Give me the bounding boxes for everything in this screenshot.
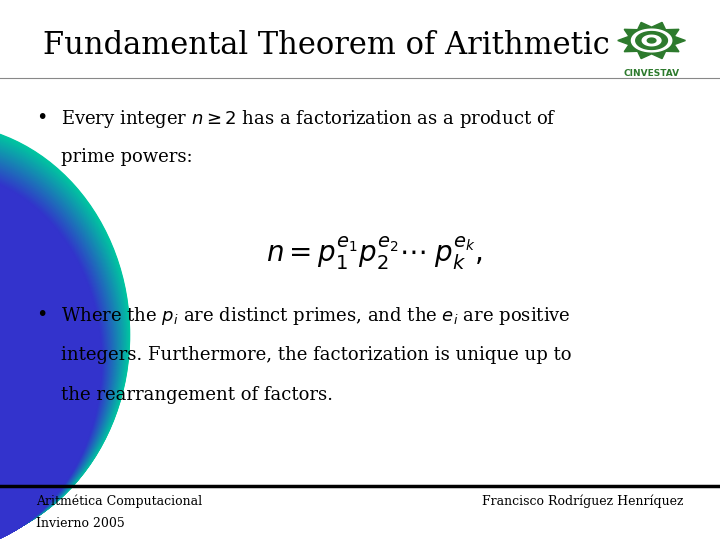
Ellipse shape — [0, 131, 126, 540]
Ellipse shape — [0, 143, 118, 540]
Ellipse shape — [0, 144, 118, 540]
Ellipse shape — [0, 135, 123, 540]
Text: Francisco Rodríguez Henríquez: Francisco Rodríguez Henríquez — [482, 494, 684, 508]
Ellipse shape — [0, 152, 113, 540]
Polygon shape — [631, 29, 672, 52]
Text: Where the $p_i$ are distinct primes, and the $e_i$ are positive: Where the $p_i$ are distinct primes, and… — [61, 305, 571, 327]
Ellipse shape — [0, 157, 110, 540]
Ellipse shape — [0, 168, 104, 540]
Ellipse shape — [0, 139, 121, 540]
Ellipse shape — [0, 147, 116, 540]
Ellipse shape — [0, 153, 113, 540]
Ellipse shape — [0, 148, 115, 540]
Ellipse shape — [0, 127, 128, 540]
Ellipse shape — [0, 133, 125, 540]
Ellipse shape — [0, 146, 117, 540]
Ellipse shape — [0, 172, 101, 540]
Ellipse shape — [0, 146, 117, 540]
Ellipse shape — [0, 151, 114, 540]
Ellipse shape — [0, 126, 129, 540]
Ellipse shape — [0, 138, 122, 540]
Ellipse shape — [0, 137, 122, 540]
Ellipse shape — [0, 136, 123, 540]
Ellipse shape — [0, 167, 104, 540]
Ellipse shape — [0, 165, 106, 540]
Ellipse shape — [0, 155, 112, 540]
Ellipse shape — [0, 165, 106, 540]
Ellipse shape — [0, 125, 129, 540]
Ellipse shape — [0, 162, 107, 540]
Ellipse shape — [0, 158, 110, 540]
Ellipse shape — [0, 141, 120, 540]
Ellipse shape — [0, 132, 125, 540]
Ellipse shape — [0, 142, 120, 540]
Text: Fundamental Theorem of Arithmetic: Fundamental Theorem of Arithmetic — [43, 30, 610, 60]
Ellipse shape — [0, 160, 109, 540]
Ellipse shape — [0, 141, 120, 540]
Ellipse shape — [0, 156, 112, 540]
Ellipse shape — [0, 164, 107, 540]
Ellipse shape — [0, 164, 107, 540]
Text: Every integer $n \geq 2$ has a factorization as a product of: Every integer $n \geq 2$ has a factoriza… — [61, 108, 557, 130]
Ellipse shape — [0, 152, 114, 540]
Ellipse shape — [0, 147, 117, 540]
Ellipse shape — [0, 157, 111, 540]
Ellipse shape — [0, 125, 130, 540]
Ellipse shape — [0, 134, 124, 540]
Ellipse shape — [0, 129, 127, 540]
Text: •: • — [36, 108, 48, 127]
Ellipse shape — [0, 161, 108, 540]
Ellipse shape — [0, 130, 126, 540]
Ellipse shape — [0, 128, 127, 540]
Ellipse shape — [0, 156, 111, 540]
Ellipse shape — [0, 171, 102, 540]
Ellipse shape — [0, 166, 105, 540]
Polygon shape — [642, 35, 661, 46]
Text: prime powers:: prime powers: — [61, 148, 193, 166]
Ellipse shape — [0, 170, 102, 540]
Ellipse shape — [0, 140, 120, 540]
Polygon shape — [647, 38, 656, 43]
Text: the rearrangement of factors.: the rearrangement of factors. — [61, 386, 333, 404]
Ellipse shape — [0, 167, 104, 540]
Ellipse shape — [0, 145, 117, 540]
Ellipse shape — [0, 144, 118, 540]
Text: Invierno 2005: Invierno 2005 — [36, 517, 125, 530]
Ellipse shape — [0, 124, 130, 540]
Ellipse shape — [0, 154, 112, 540]
Ellipse shape — [0, 153, 112, 540]
Text: integers. Furthermore, the factorization is unique up to: integers. Furthermore, the factorization… — [61, 346, 572, 363]
Ellipse shape — [0, 133, 125, 540]
Text: •: • — [36, 305, 48, 324]
Ellipse shape — [0, 130, 127, 540]
Ellipse shape — [0, 160, 109, 540]
Ellipse shape — [0, 138, 121, 540]
Ellipse shape — [0, 127, 128, 540]
Ellipse shape — [0, 163, 107, 540]
Ellipse shape — [0, 161, 108, 540]
Polygon shape — [618, 22, 685, 59]
Text: CINVESTAV: CINVESTAV — [624, 69, 680, 78]
Text: $n = p_1^{e_1} p_2^{e_2} \cdots\; p_k^{e_k},$: $n = p_1^{e_1} p_2^{e_2} \cdots\; p_k^{e… — [266, 235, 483, 272]
Ellipse shape — [0, 129, 127, 540]
Ellipse shape — [0, 139, 121, 540]
Ellipse shape — [0, 148, 116, 540]
Ellipse shape — [0, 137, 122, 540]
Ellipse shape — [0, 166, 105, 540]
Ellipse shape — [0, 170, 103, 540]
Ellipse shape — [0, 171, 102, 540]
Ellipse shape — [0, 150, 114, 540]
Ellipse shape — [0, 134, 124, 540]
Ellipse shape — [0, 158, 109, 540]
Ellipse shape — [0, 143, 119, 540]
Ellipse shape — [0, 169, 104, 540]
Ellipse shape — [0, 159, 109, 540]
Ellipse shape — [0, 132, 125, 540]
Text: Aritmética Computacional: Aritmética Computacional — [36, 494, 202, 508]
Ellipse shape — [0, 151, 114, 540]
Ellipse shape — [0, 172, 102, 540]
Polygon shape — [636, 32, 667, 49]
Ellipse shape — [0, 149, 115, 540]
